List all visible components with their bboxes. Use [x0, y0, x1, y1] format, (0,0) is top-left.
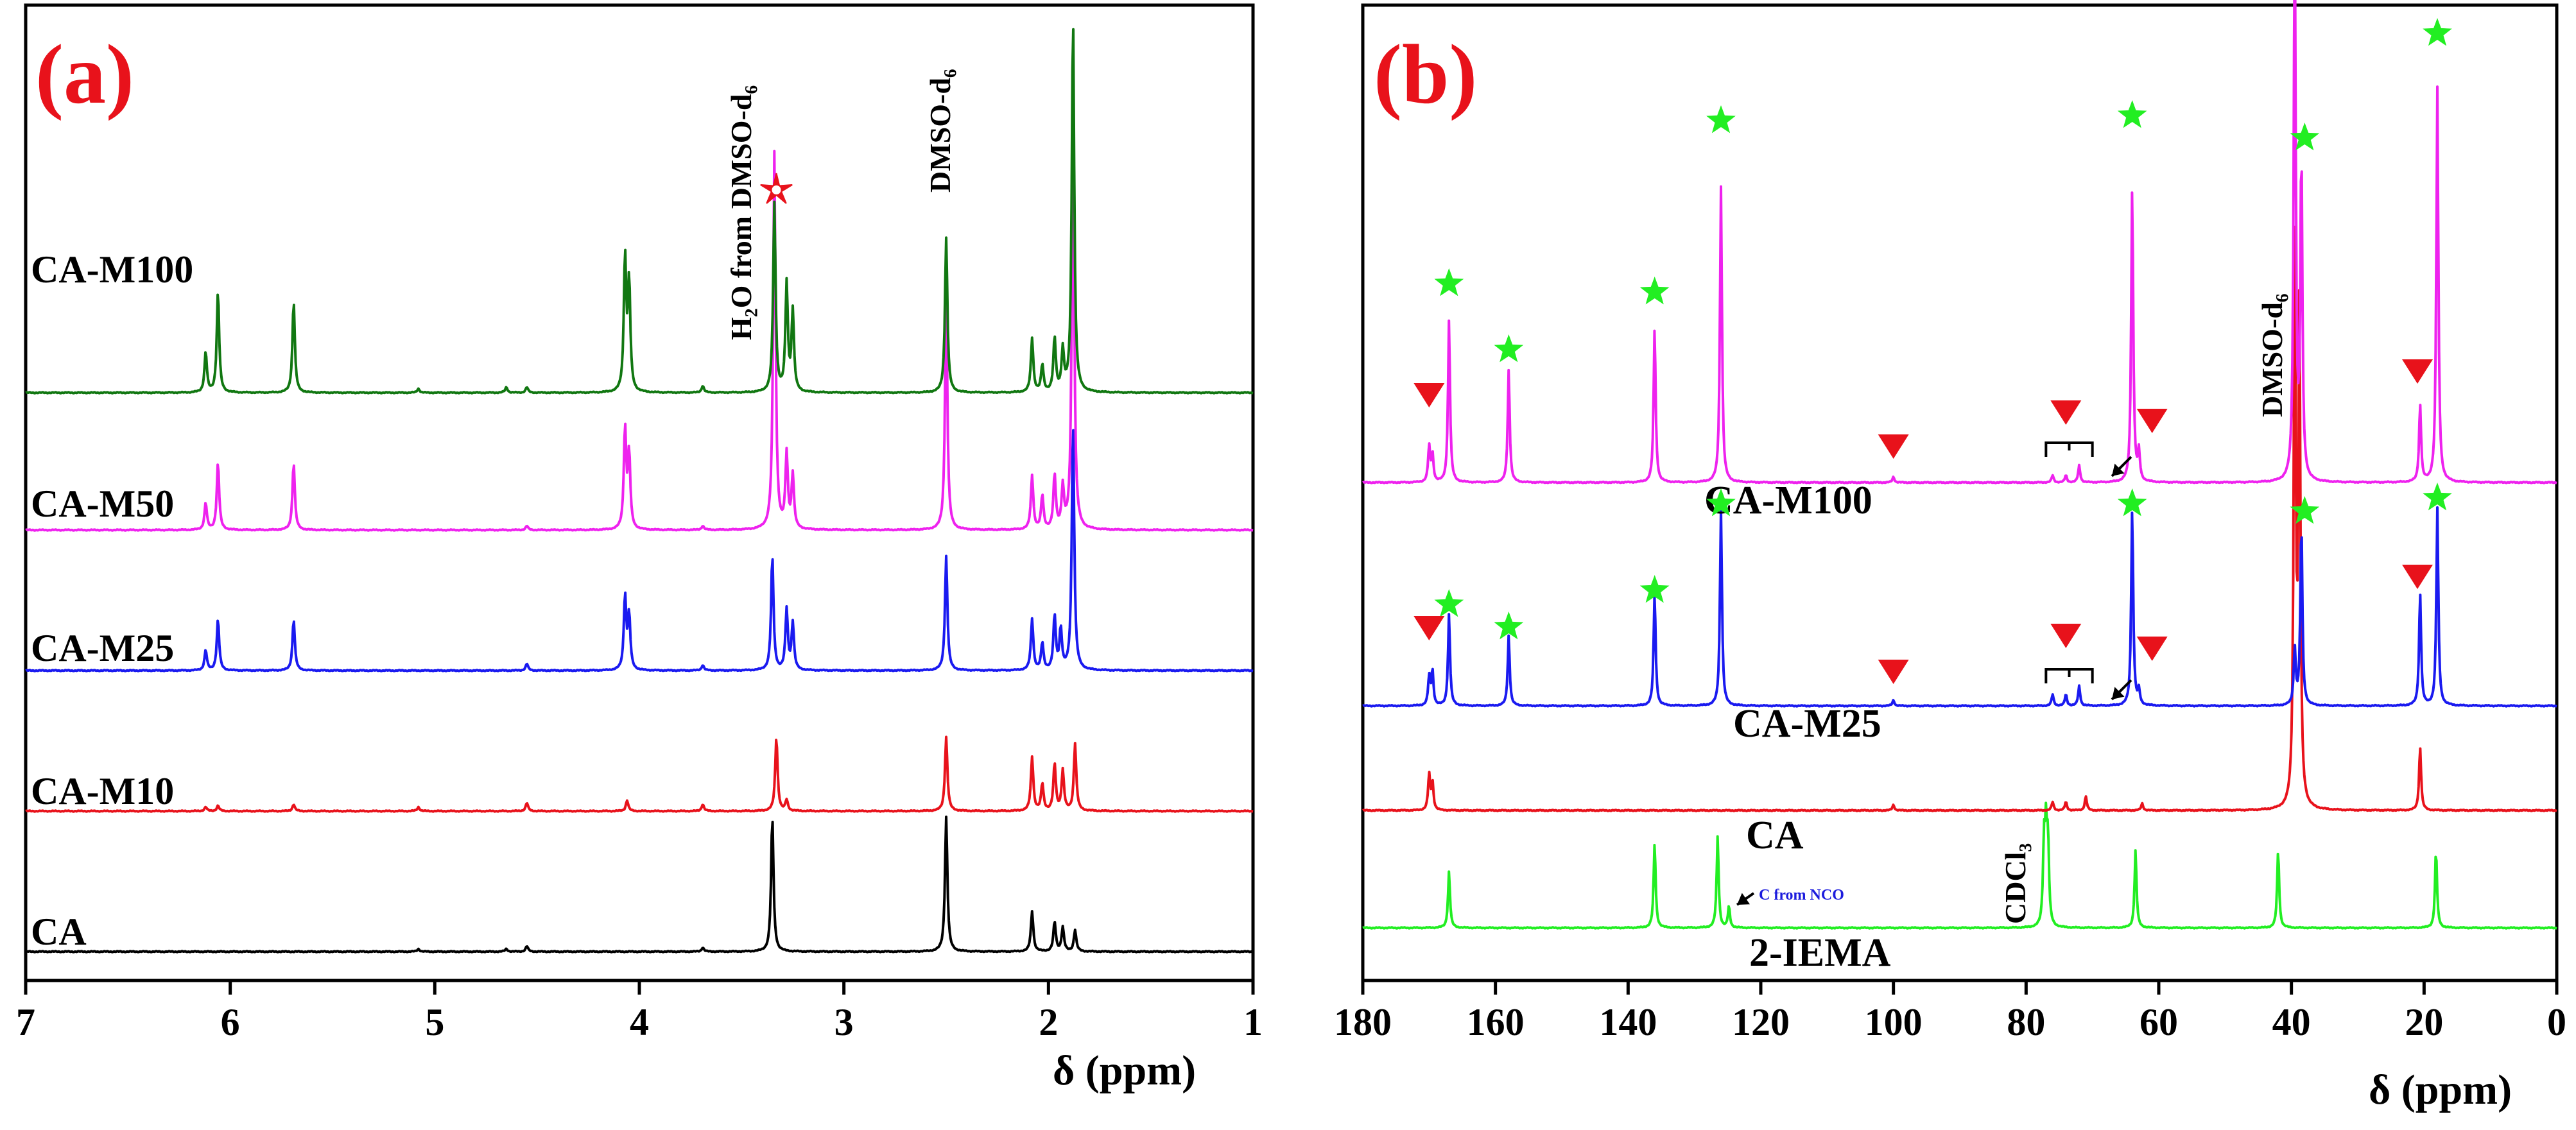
- panel-a-markers: [760, 173, 793, 204]
- series-label-a-ca-m50: CA-M50: [31, 483, 174, 525]
- arrow-nco-icon-head: [1737, 893, 1750, 905]
- panel-b-tick-label-20: 20: [2405, 1001, 2443, 1043]
- panel-b-tick-label-80: 80: [2007, 1001, 2045, 1043]
- series-label-b-ca-m25: CA-M25: [1733, 702, 1881, 746]
- series-label-a-ca-m25: CA-M25: [31, 627, 174, 669]
- triangle-marker-m100-21-icon: [2402, 359, 2433, 384]
- cdcl3-annotation: CDCl₃: [1999, 843, 2032, 924]
- star-marker-m25-38-icon: [2290, 496, 2320, 524]
- panel-a-label: (a): [35, 27, 134, 121]
- spectrum-a-ca-m100: [25, 28, 1254, 395]
- panel-b-label: (b): [1374, 27, 1477, 121]
- panel-b-tick-label-180: 180: [1334, 1001, 1392, 1043]
- panel-b-ticks: 180 160 140 120 100 80 60 40 20 0: [1334, 980, 2566, 1043]
- panel-a-xlabel: δ (ppm): [1053, 1047, 1196, 1094]
- star-marker-m100-136-icon: [1639, 277, 1670, 305]
- nco-annotation: C from NCO: [1759, 887, 1844, 903]
- series-label-a-ca-m10: CA-M10: [31, 770, 174, 812]
- spectrum-a-ca-m10: [25, 735, 1254, 813]
- triangle-marker-m25-21-icon: [2402, 565, 2433, 589]
- triangle-marker-m25-100-icon: [1878, 660, 1909, 684]
- arrow-m25-icon-head: [2112, 687, 2125, 699]
- star-marker-m25-136-icon: [1639, 575, 1670, 603]
- panel-b-frame: [1361, 3, 2559, 982]
- star-marker-m100-167-icon: [1434, 268, 1464, 296]
- spectrum-a-ca-m50: [25, 139, 1254, 532]
- series-label-a-ca: CA: [31, 911, 87, 953]
- panel-a-tick-label-4: 4: [630, 1001, 649, 1043]
- spectrum-a-ca: [25, 816, 1254, 954]
- bracket-m100: [2044, 441, 2094, 457]
- panel-b-tick-label-40: 40: [2272, 1001, 2311, 1043]
- triangle-marker-m100-61-icon: [2136, 409, 2168, 433]
- triangle-marker-m25-170-icon: [1413, 616, 1445, 640]
- star-marker-m25-126-icon: [1706, 488, 1736, 517]
- star-marker-m100-158-icon: [1494, 334, 1524, 363]
- spectrum-b-2-iema: [1362, 801, 2557, 930]
- panel-b-tick-label-160: 160: [1467, 1001, 1525, 1043]
- panel-a-tick-label-6: 6: [221, 1001, 240, 1043]
- series-label-b-2-iema: 2-IEMA: [1749, 931, 1891, 975]
- triangle-marker-m100-100-icon: [1878, 434, 1909, 459]
- panel-a-tick-label-7: 7: [16, 1001, 35, 1043]
- panel-b-tick-label-100: 100: [1865, 1001, 1923, 1043]
- star-marker-m25-158-icon: [1494, 612, 1524, 640]
- spectrum-b-ca: [1362, 225, 2557, 812]
- water-peak-annotation: H₂O from DMSO-d₆: [725, 85, 757, 340]
- panel-b-tick-label-0: 0: [2547, 1001, 2566, 1043]
- star-marker-m100-126-icon: [1706, 105, 1736, 133]
- spectrum-b-ca-m25: [1362, 506, 2557, 708]
- panel-a-ticks: 7 6 5 4 3 2 1: [16, 980, 1263, 1043]
- panel-b-markers: [1413, 18, 2452, 906]
- triangle-marker-m100-74-icon: [2050, 400, 2082, 425]
- star-marker-m100-18-icon: [2423, 18, 2452, 46]
- spectrum-a-ca-m25: [25, 429, 1254, 672]
- panel-a-tick-label-2: 2: [1039, 1001, 1058, 1043]
- star-marker-m25-18-icon: [2423, 483, 2452, 511]
- arrow-m100-icon-head: [2112, 463, 2125, 476]
- water-peak-star-center: [772, 185, 781, 194]
- series-label-a-ca-m100: CA-M100: [31, 248, 193, 291]
- panel-a-tick-label-1: 1: [1243, 1001, 1263, 1043]
- panel-b-tick-label-140: 140: [1599, 1001, 1657, 1043]
- spectrum-b-ca-m100: [1362, 0, 2557, 484]
- series-label-b-ca: CA: [1746, 814, 1804, 857]
- star-marker-m100-38-icon: [2290, 123, 2320, 151]
- triangle-marker-m100-170-icon: [1413, 383, 1445, 407]
- panel-b: 180 160 140 120 100 80 60 40 20 0 2-IEMA CA CA-M25 C…: [1334, 0, 2566, 1113]
- star-marker-m25-167-icon: [1434, 589, 1464, 617]
- panel-a-spectra: CA CA-M10 CA-M25 CA-M50 CA-M100: [25, 28, 1254, 954]
- panel-b-tick-label-60: 60: [2139, 1001, 2178, 1043]
- star-marker-m100-64-icon: [2117, 100, 2147, 128]
- star-marker-m25-64-icon: [2117, 488, 2147, 517]
- panel-a-tick-label-3: 3: [834, 1001, 854, 1043]
- triangle-marker-m25-74-icon: [2050, 624, 2082, 648]
- bracket-m25: [2044, 668, 2094, 683]
- dmso-a-annotation: DMSO-d₆: [924, 69, 956, 193]
- panel-b-xlabel: δ (ppm): [2369, 1066, 2512, 1113]
- dmso-b-annotation: DMSO-d₆: [2256, 293, 2288, 417]
- panel-b-tick-label-120: 120: [1732, 1001, 1790, 1043]
- panel-a-tick-label-5: 5: [425, 1001, 444, 1043]
- triangle-marker-m25-61-icon: [2136, 637, 2168, 661]
